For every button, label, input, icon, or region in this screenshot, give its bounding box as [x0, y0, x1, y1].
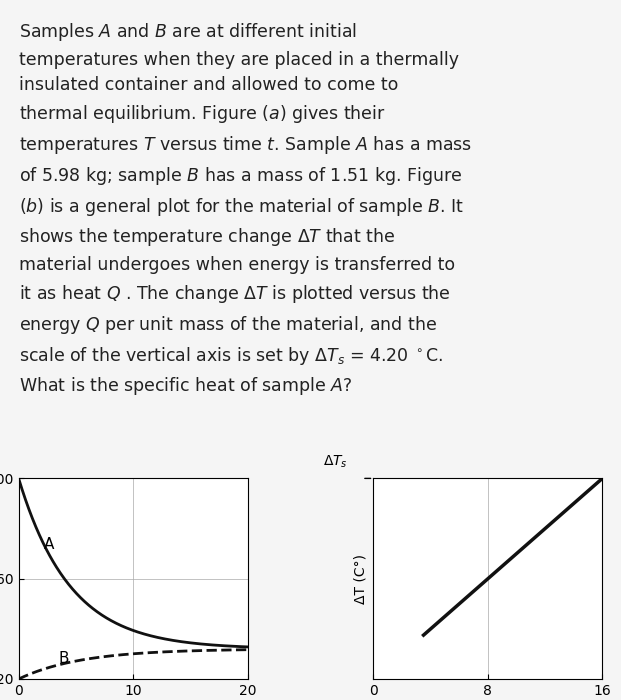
Text: A: A [44, 537, 54, 552]
Text: B: B [59, 651, 69, 666]
Text: Samples $\it{A}$ and $\it{B}$ are at different initial
temperatures when they ar: Samples $\it{A}$ and $\it{B}$ are at dif… [19, 21, 472, 398]
Text: $\Delta T_s$: $\Delta T_s$ [323, 454, 348, 470]
Y-axis label: ΔT (C°): ΔT (C°) [354, 554, 368, 603]
